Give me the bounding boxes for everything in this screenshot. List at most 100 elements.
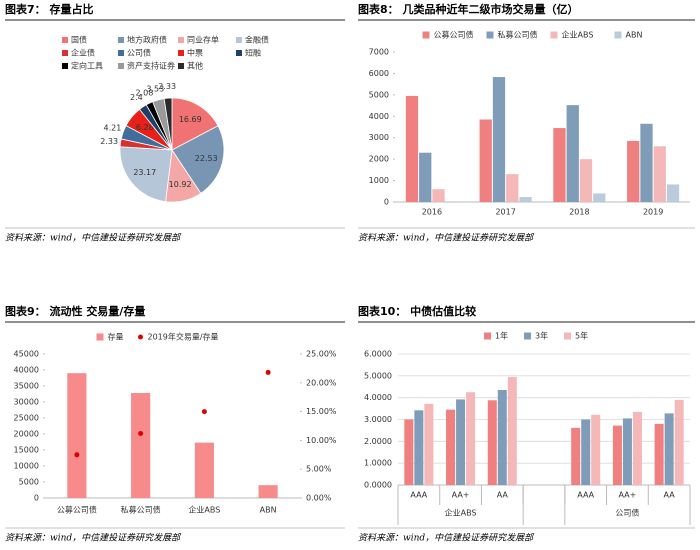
data-label: 6.28 bbox=[136, 123, 154, 132]
bar bbox=[519, 197, 532, 202]
legend-label: 企业ABS bbox=[562, 30, 594, 40]
y-tick-label: 3000 bbox=[369, 133, 389, 142]
y2-tick-label: 25.00% bbox=[306, 350, 337, 359]
y2-tick-label: 0.00% bbox=[306, 494, 332, 503]
bar bbox=[446, 409, 456, 485]
y-tick-label: 2.0000 bbox=[364, 437, 392, 446]
y2-tick-label: 10.00% bbox=[306, 436, 337, 445]
y2-tick-label: 15.00% bbox=[306, 407, 337, 416]
legend-swatch bbox=[524, 332, 531, 340]
legend-swatch bbox=[118, 63, 124, 69]
y-tick-label: 30000 bbox=[14, 398, 39, 407]
legend-label: 企业债 bbox=[71, 48, 95, 58]
legend-label: 地方政府债 bbox=[127, 35, 167, 45]
legend-swatch bbox=[564, 332, 571, 340]
bar bbox=[653, 146, 666, 202]
bar bbox=[654, 423, 664, 485]
y-tick-label: 25000 bbox=[14, 414, 39, 423]
legend-label: 存量 bbox=[108, 332, 124, 342]
legend-swatch bbox=[236, 50, 242, 56]
legend-swatch bbox=[96, 333, 104, 341]
data-label: 22.53 bbox=[195, 154, 218, 163]
x-tick-label: 企业ABS bbox=[188, 505, 220, 515]
point bbox=[265, 369, 271, 375]
bar bbox=[674, 399, 684, 485]
pie-slice bbox=[171, 125, 225, 194]
bar bbox=[506, 174, 519, 202]
bar bbox=[507, 376, 517, 485]
pie-slice bbox=[119, 146, 173, 203]
legend-label: 其他 bbox=[187, 61, 203, 71]
chart-title: 图表7： 存量占比 bbox=[5, 2, 93, 16]
y-tick-label: 1.0000 bbox=[364, 459, 392, 468]
bar bbox=[487, 400, 497, 485]
legend-label: 国债 bbox=[71, 35, 87, 45]
y-tick-label: 0.0000 bbox=[364, 481, 392, 490]
group-label: 企业ABS bbox=[445, 508, 477, 518]
data-label: 23.17 bbox=[133, 168, 156, 177]
legend-swatch bbox=[550, 31, 558, 39]
bar bbox=[492, 77, 506, 202]
legend-swatch bbox=[178, 63, 184, 69]
bar bbox=[553, 128, 566, 202]
y2-tick-label: 20.00% bbox=[306, 378, 337, 387]
legend-label: 同业存单 bbox=[187, 35, 219, 45]
legend-swatch bbox=[422, 31, 430, 39]
y-tick-label: 5.0000 bbox=[364, 371, 392, 380]
x-tick-label: 公募公司债 bbox=[57, 505, 97, 515]
x-tick-label: 2017 bbox=[495, 208, 515, 217]
bar bbox=[664, 413, 674, 485]
pie-slice bbox=[171, 97, 219, 151]
legend-label: 公司债 bbox=[127, 48, 151, 58]
y-tick-label: 6000 bbox=[369, 69, 389, 78]
bar bbox=[194, 442, 214, 498]
legend-swatch bbox=[178, 50, 184, 56]
data-label: 2.4 bbox=[130, 93, 143, 102]
legend-label: 5年 bbox=[575, 331, 588, 341]
x-tick-label: AA+ bbox=[452, 491, 470, 500]
bar bbox=[640, 123, 653, 202]
y-tick-label: 2000 bbox=[369, 155, 389, 164]
legend-label: 金融债 bbox=[245, 35, 269, 45]
x-tick-label: AAA bbox=[577, 491, 594, 500]
y-tick-label: 20000 bbox=[14, 430, 39, 439]
bar bbox=[579, 159, 593, 202]
legend-swatch bbox=[118, 50, 124, 56]
legend-label: 2019年交易量/存量 bbox=[148, 332, 219, 342]
x-tick-label: AA bbox=[497, 491, 509, 500]
data-label: 2.33 bbox=[158, 82, 176, 91]
point bbox=[138, 430, 144, 436]
bar bbox=[419, 152, 432, 202]
legend-swatch bbox=[486, 31, 494, 39]
data-label: 10.92 bbox=[169, 180, 192, 189]
x-tick-label: 2018 bbox=[569, 208, 589, 217]
bar bbox=[479, 119, 492, 202]
x-tick-label: AAA bbox=[410, 491, 427, 500]
legend-swatch bbox=[138, 334, 143, 340]
bar bbox=[456, 399, 466, 485]
bar bbox=[67, 373, 87, 498]
y-tick-label: 10000 bbox=[14, 462, 39, 471]
legend-label: 短融 bbox=[245, 48, 261, 58]
y-tick-label: 3.0000 bbox=[364, 415, 392, 424]
y-tick-label: 4000 bbox=[369, 112, 389, 121]
data-label: 2.08 bbox=[136, 88, 154, 97]
legend-swatch bbox=[484, 332, 491, 340]
bar bbox=[414, 410, 424, 485]
bar bbox=[581, 419, 591, 485]
bar bbox=[497, 390, 507, 485]
legend-swatch bbox=[236, 37, 242, 43]
y-tick-label: 40000 bbox=[14, 366, 39, 375]
source-note: 资料来源：wind，中信建投证券研究发展部 bbox=[5, 233, 182, 244]
y-tick-label: 5000 bbox=[369, 90, 389, 99]
x-tick-label: ABN bbox=[260, 506, 277, 515]
bar bbox=[571, 427, 581, 485]
y-tick-label: 1000 bbox=[369, 176, 389, 185]
legend-label: 私募公司债 bbox=[498, 30, 538, 40]
legend-label: 1年 bbox=[495, 331, 508, 341]
legend-swatch bbox=[62, 37, 68, 43]
data-label: 4.21 bbox=[104, 124, 122, 133]
bar bbox=[612, 425, 622, 485]
bar bbox=[632, 411, 642, 485]
